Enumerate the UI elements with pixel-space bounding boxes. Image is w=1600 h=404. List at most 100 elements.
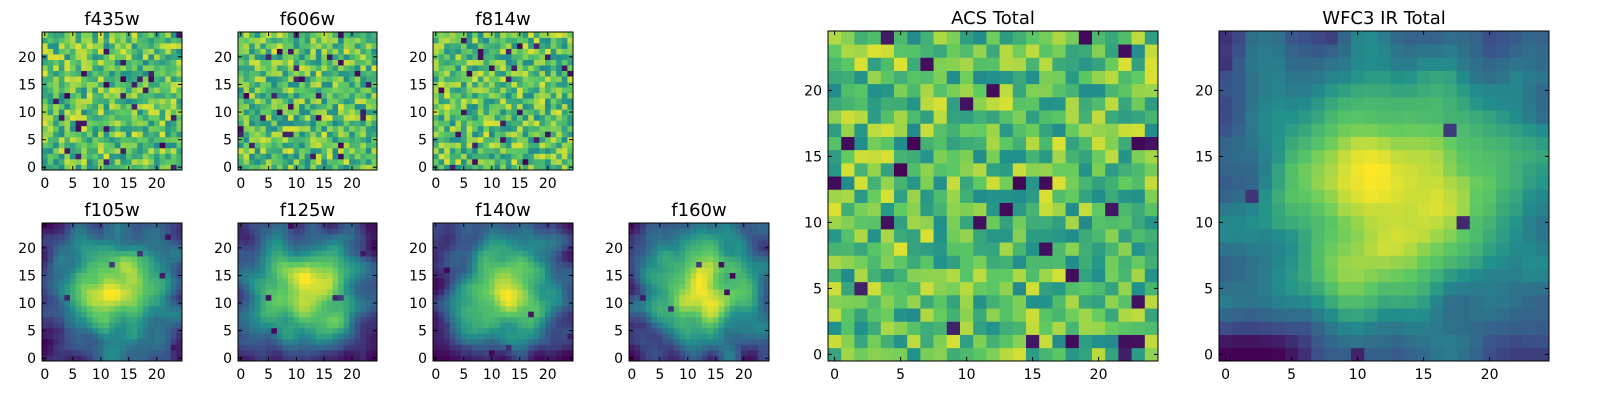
x-tick-label: 15	[707, 367, 725, 383]
heatmap-cell	[115, 120, 121, 126]
heatmap-cell	[523, 328, 529, 334]
heatmap-cell	[360, 120, 366, 126]
heatmap-cell	[545, 333, 551, 339]
heatmap-cell	[53, 240, 59, 246]
heatmap-cell	[483, 109, 489, 115]
heatmap-cell	[98, 159, 104, 165]
heatmap-cell	[635, 355, 641, 361]
heatmap-cell	[70, 93, 76, 99]
heatmap-cell	[545, 49, 551, 55]
heatmap-cell	[478, 142, 484, 148]
heatmap-cell	[338, 32, 344, 38]
heatmap-cell	[349, 245, 355, 251]
heatmap-cell	[752, 311, 758, 317]
heatmap-cell	[98, 278, 104, 284]
heatmap-cell	[1000, 282, 1014, 296]
heatmap-cell	[495, 82, 501, 88]
heatmap-cell	[42, 322, 48, 328]
heatmap-cell	[444, 273, 450, 279]
heatmap-cell	[81, 120, 87, 126]
heatmap-cell	[1132, 335, 1146, 349]
x-tick-label: 10	[92, 367, 110, 383]
heatmap-cell	[260, 344, 266, 350]
heatmap-cell	[500, 115, 506, 121]
heatmap-cell	[646, 306, 652, 312]
heatmap-cell	[523, 65, 529, 71]
heatmap-cell	[48, 109, 54, 115]
heatmap-cell	[305, 104, 311, 110]
heatmap-cell	[87, 295, 93, 301]
panel-title: f105w	[84, 200, 139, 221]
heatmap-cell	[444, 245, 450, 251]
heatmap-cell	[881, 242, 895, 256]
heatmap-cell	[42, 87, 48, 93]
heatmap-cell	[260, 104, 266, 110]
heatmap-cell	[176, 71, 182, 77]
heatmap-cell	[511, 344, 517, 350]
heatmap-cell	[104, 38, 110, 44]
heatmap-cell	[333, 295, 339, 301]
heatmap-cell	[758, 328, 764, 334]
heatmap-cell	[76, 120, 82, 126]
heatmap-cell	[640, 317, 646, 323]
heatmap-cell	[271, 93, 277, 99]
heatmap-cell	[333, 131, 339, 137]
heatmap-cell	[551, 148, 557, 154]
heatmap-cell	[495, 109, 501, 115]
heatmap-cell	[467, 93, 473, 99]
heatmap-cell	[244, 137, 250, 143]
heatmap-cell	[495, 240, 501, 246]
heatmap-cell	[137, 262, 143, 268]
heatmap-cell	[668, 328, 674, 334]
heatmap-cell	[277, 273, 283, 279]
heatmap-cell	[294, 49, 300, 55]
heatmap-cell	[545, 273, 551, 279]
heatmap-cell	[881, 150, 895, 164]
heatmap-cell	[132, 54, 138, 60]
heatmap-cell	[310, 82, 316, 88]
heatmap-cell	[511, 251, 517, 257]
heatmap-cell	[506, 245, 512, 251]
heatmap-cell	[562, 148, 568, 154]
heatmap-cell	[120, 153, 126, 159]
heatmap-cell	[126, 229, 132, 235]
heatmap-cell	[635, 350, 641, 356]
heatmap-cell	[104, 109, 110, 115]
heatmap-cell	[528, 273, 534, 279]
heatmap-cell	[455, 109, 461, 115]
heatmap-cell	[539, 120, 545, 126]
heatmap-cell	[338, 350, 344, 356]
heatmap-cell	[244, 60, 250, 66]
heatmap-cell	[371, 115, 377, 121]
heatmap-cell	[691, 306, 697, 312]
heatmap-cell	[730, 284, 736, 290]
heatmap-cell	[160, 82, 166, 88]
heatmap-cell	[137, 229, 143, 235]
heatmap-cell	[1052, 176, 1066, 190]
heatmap-cell	[556, 76, 562, 82]
x-tick-label: 5	[68, 367, 77, 383]
heatmap-cell	[148, 71, 154, 77]
heatmap-cell	[1145, 189, 1159, 203]
heatmap-cell	[461, 87, 467, 93]
heatmap-cell	[534, 98, 540, 104]
heatmap-cell	[523, 159, 529, 165]
heatmap-cell	[244, 32, 250, 38]
heatmap-cell	[132, 98, 138, 104]
heatmap-cell	[288, 273, 294, 279]
heatmap-cell	[120, 234, 126, 240]
heatmap-cell	[249, 267, 255, 273]
heatmap-cell	[881, 216, 895, 230]
heatmap-cell	[539, 131, 545, 137]
heatmap-cell	[333, 350, 339, 356]
heatmap-cell	[556, 43, 562, 49]
heatmap-cell	[327, 295, 333, 301]
heatmap-cell	[288, 142, 294, 148]
heatmap-cell	[668, 355, 674, 361]
heatmap-cell	[1092, 295, 1106, 309]
heatmap-cell	[741, 333, 747, 339]
heatmap-cell	[763, 240, 769, 246]
heatmap-cell	[271, 126, 277, 132]
heatmap-cell	[137, 148, 143, 154]
heatmap-cell	[433, 60, 439, 66]
